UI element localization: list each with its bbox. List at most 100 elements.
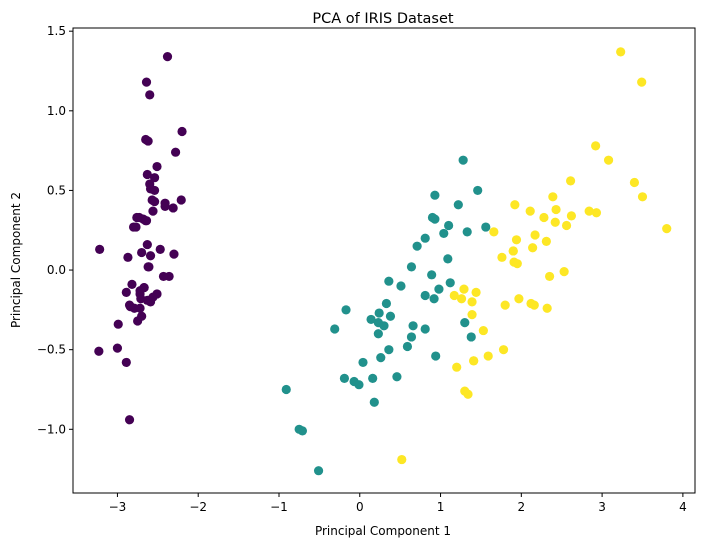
scatter-point-class-1-40 (392, 372, 402, 382)
scatter-point-class-0-6 (127, 279, 137, 289)
y-tick-label: −1.0 (37, 422, 66, 436)
scatter-point-class-2-17 (637, 77, 647, 87)
scatter-point-class-2-36 (528, 243, 538, 253)
scatter-point-class-2-34 (498, 345, 509, 355)
scatter-point-class-1-8 (439, 228, 449, 239)
scatter-point-class-0-18 (177, 126, 187, 137)
scatter-point-class-2-26 (456, 294, 467, 304)
scatter-point-class-1-27 (481, 222, 491, 232)
scatter-point-class-1-29 (330, 324, 340, 334)
scatter-point-class-2-29 (548, 192, 558, 202)
scatter-point-class-1-5 (406, 332, 417, 342)
scatter-point-class-0-20 (168, 203, 178, 213)
scatter-point-class-0-26 (155, 244, 165, 254)
y-tick-label: 1.5 (47, 24, 66, 38)
scatter-point-class-0-8 (121, 357, 131, 368)
scatter-point-class-2-18 (662, 224, 672, 234)
scatter-point-class-0-39 (145, 251, 156, 261)
scatter-point-class-2-40 (541, 236, 551, 246)
scatter-point-class-2-44 (550, 217, 560, 227)
scatter-point-class-1-25 (427, 212, 438, 223)
scatter-point-class-0-57 (148, 292, 158, 302)
scatter-point-class-0-27 (148, 206, 158, 216)
scatter-point-class-1-4 (443, 254, 453, 264)
scatter-point-class-0-53 (132, 212, 142, 223)
scatter-point-class-1-26 (462, 227, 472, 237)
y-tick-label: 1.0 (47, 104, 66, 118)
scatter-point-class-0-50 (143, 262, 153, 272)
y-tick-label: −0.5 (37, 343, 66, 357)
scatter-point-class-1-6 (444, 220, 454, 231)
scatter-point-class-2-2 (566, 211, 577, 221)
scatter-point-class-2-19 (460, 386, 470, 396)
scatter-point-class-2-9 (591, 141, 601, 151)
scatter-point-class-0-32 (141, 134, 151, 145)
scatter-point-class-1-22 (460, 318, 470, 328)
scatter-point-class-1-38 (374, 308, 384, 318)
scatter-point-class-1-24 (412, 241, 422, 251)
scatter-point-class-2-4 (545, 271, 555, 282)
scatter-point-class-2-30 (584, 206, 594, 216)
scatter-point-class-1-31 (339, 373, 350, 383)
scatter-point-class-2-43 (561, 220, 572, 231)
y-axis: −1.0 −0.5 0.0 0.5 1.0 1.5 (37, 24, 73, 436)
scatter-point-class-1-10 (313, 466, 324, 476)
points-layer (94, 47, 672, 476)
scatter-point-class-2-5 (629, 177, 640, 188)
scatter-point-class-2-39 (525, 206, 535, 216)
scatter-point-class-2-12 (530, 230, 540, 240)
scatter-point-class-1-37 (420, 324, 430, 334)
scatter-point-class-2-11 (500, 300, 510, 310)
scatter-point-class-1-23 (429, 294, 439, 304)
scatter-point-class-0-55 (158, 271, 169, 282)
y-axis-label: Principal Component 2 (9, 192, 23, 328)
scatter-point-class-0-23 (169, 249, 179, 259)
scatter-point-class-0-46 (149, 185, 160, 196)
scatter-point-class-2-10 (489, 227, 499, 237)
chart-title: PCA of IRIS Dataset (312, 11, 454, 27)
x-tick-label: −2 (189, 500, 207, 514)
scatter-point-class-2-24 (539, 212, 549, 223)
scatter-point-class-1-36 (453, 200, 463, 210)
scatter-point-class-0-2 (121, 287, 131, 297)
scatter-point-class-0-7 (142, 239, 152, 250)
scatter-point-class-0-40 (131, 222, 141, 232)
scatter-point-class-2-38 (449, 290, 459, 301)
scatter-point-class-1-47 (406, 262, 417, 272)
scatter-point-class-0-49 (137, 247, 147, 258)
x-tick-label: 0 (356, 500, 364, 514)
scatter-point-class-1-2 (473, 185, 483, 196)
plot-frame (72, 27, 696, 494)
scatter-point-class-1-12 (376, 353, 386, 363)
scatter-point-class-0-36 (142, 169, 152, 180)
scatter-point-class-0-59 (135, 286, 145, 296)
scatter-point-class-1-28 (420, 290, 430, 301)
scatter-point-class-0-54 (124, 300, 135, 310)
scatter-point-class-2-48 (508, 246, 518, 256)
scatter-point-class-1-46 (385, 311, 396, 321)
scatter-point-class-0-35 (123, 252, 133, 262)
x-axis-label: Principal Component 1 (315, 524, 451, 538)
scatter-point-class-0-41 (124, 415, 135, 425)
scatter-point-class-2-49 (467, 310, 477, 320)
scatter-point-class-0-43 (160, 201, 170, 211)
scatter-point-class-2-37 (509, 257, 519, 267)
scatter-point-class-1-34 (402, 341, 413, 352)
scatter-point-class-2-27 (459, 284, 469, 294)
scatter-point-class-2-42 (469, 356, 479, 366)
scatter-point-class-1-33 (466, 332, 476, 342)
scatter-point-class-0-13 (94, 346, 104, 356)
scatter-point-class-1-16 (408, 321, 418, 331)
scatter-point-class-1-20 (445, 278, 455, 288)
scatter-point-class-0-51 (147, 195, 157, 205)
scatter-point-class-1-35 (420, 233, 430, 243)
scatter-point-class-1-32 (366, 314, 376, 325)
scatter-point-class-1-41 (427, 270, 437, 280)
x-axis: −3 −2 −1 0 1 2 3 4 (109, 493, 687, 514)
scatter-point-class-1-15 (430, 190, 440, 200)
scatter-point-class-2-0 (559, 267, 569, 277)
scatter-point-class-2-20 (551, 204, 561, 215)
scatter-point-class-2-35 (603, 155, 614, 165)
scatter-point-class-1-49 (379, 321, 389, 331)
scatter-point-class-2-22 (637, 192, 648, 202)
